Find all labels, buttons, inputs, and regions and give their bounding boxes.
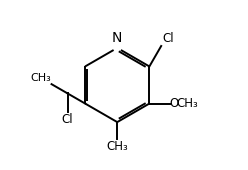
Text: CH₃: CH₃ bbox=[30, 73, 51, 83]
Text: Cl: Cl bbox=[162, 32, 174, 45]
Text: CH₃: CH₃ bbox=[106, 140, 128, 153]
Text: O: O bbox=[170, 97, 179, 110]
Text: Cl: Cl bbox=[62, 113, 73, 126]
Text: N: N bbox=[112, 31, 123, 45]
Text: CH₃: CH₃ bbox=[176, 97, 198, 110]
